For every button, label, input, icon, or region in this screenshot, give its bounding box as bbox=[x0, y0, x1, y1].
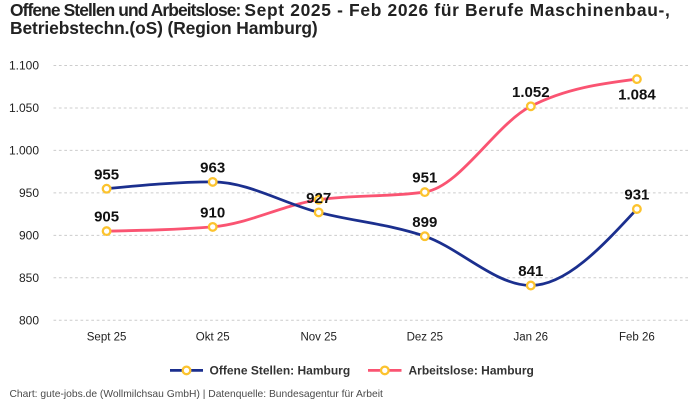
svg-text:905: 905 bbox=[94, 209, 119, 226]
svg-text:1.050: 1.050 bbox=[9, 101, 39, 115]
svg-text:Dez 25: Dez 25 bbox=[407, 332, 443, 344]
svg-text:1.084: 1.084 bbox=[618, 87, 656, 104]
svg-text:950: 950 bbox=[19, 186, 39, 200]
svg-text:Offene Stellen: Hamburg: Offene Stellen: Hamburg bbox=[210, 364, 351, 378]
svg-text:1.100: 1.100 bbox=[9, 59, 39, 73]
svg-text:800: 800 bbox=[19, 314, 39, 328]
svg-text:841: 841 bbox=[518, 263, 543, 280]
svg-text:1.000: 1.000 bbox=[9, 144, 39, 158]
svg-text:850: 850 bbox=[19, 271, 39, 285]
svg-text:931: 931 bbox=[624, 187, 649, 204]
svg-text:Jan 26: Jan 26 bbox=[514, 332, 549, 344]
svg-text:Arbeitslose: Hamburg: Arbeitslose: Hamburg bbox=[409, 364, 534, 378]
svg-text:Sept 25: Sept 25 bbox=[87, 332, 127, 344]
svg-text:951: 951 bbox=[412, 170, 437, 187]
svg-text:963: 963 bbox=[200, 160, 225, 177]
svg-text:910: 910 bbox=[200, 205, 225, 222]
svg-text:Feb 26: Feb 26 bbox=[619, 332, 655, 344]
svg-text:Okt 25: Okt 25 bbox=[196, 332, 230, 344]
svg-text:899: 899 bbox=[412, 214, 437, 231]
svg-text:Nov 25: Nov 25 bbox=[300, 332, 336, 344]
svg-text:955: 955 bbox=[94, 166, 119, 183]
svg-text:900: 900 bbox=[19, 229, 39, 243]
svg-text:1.052: 1.052 bbox=[512, 84, 550, 101]
svg-text:927: 927 bbox=[306, 190, 331, 207]
